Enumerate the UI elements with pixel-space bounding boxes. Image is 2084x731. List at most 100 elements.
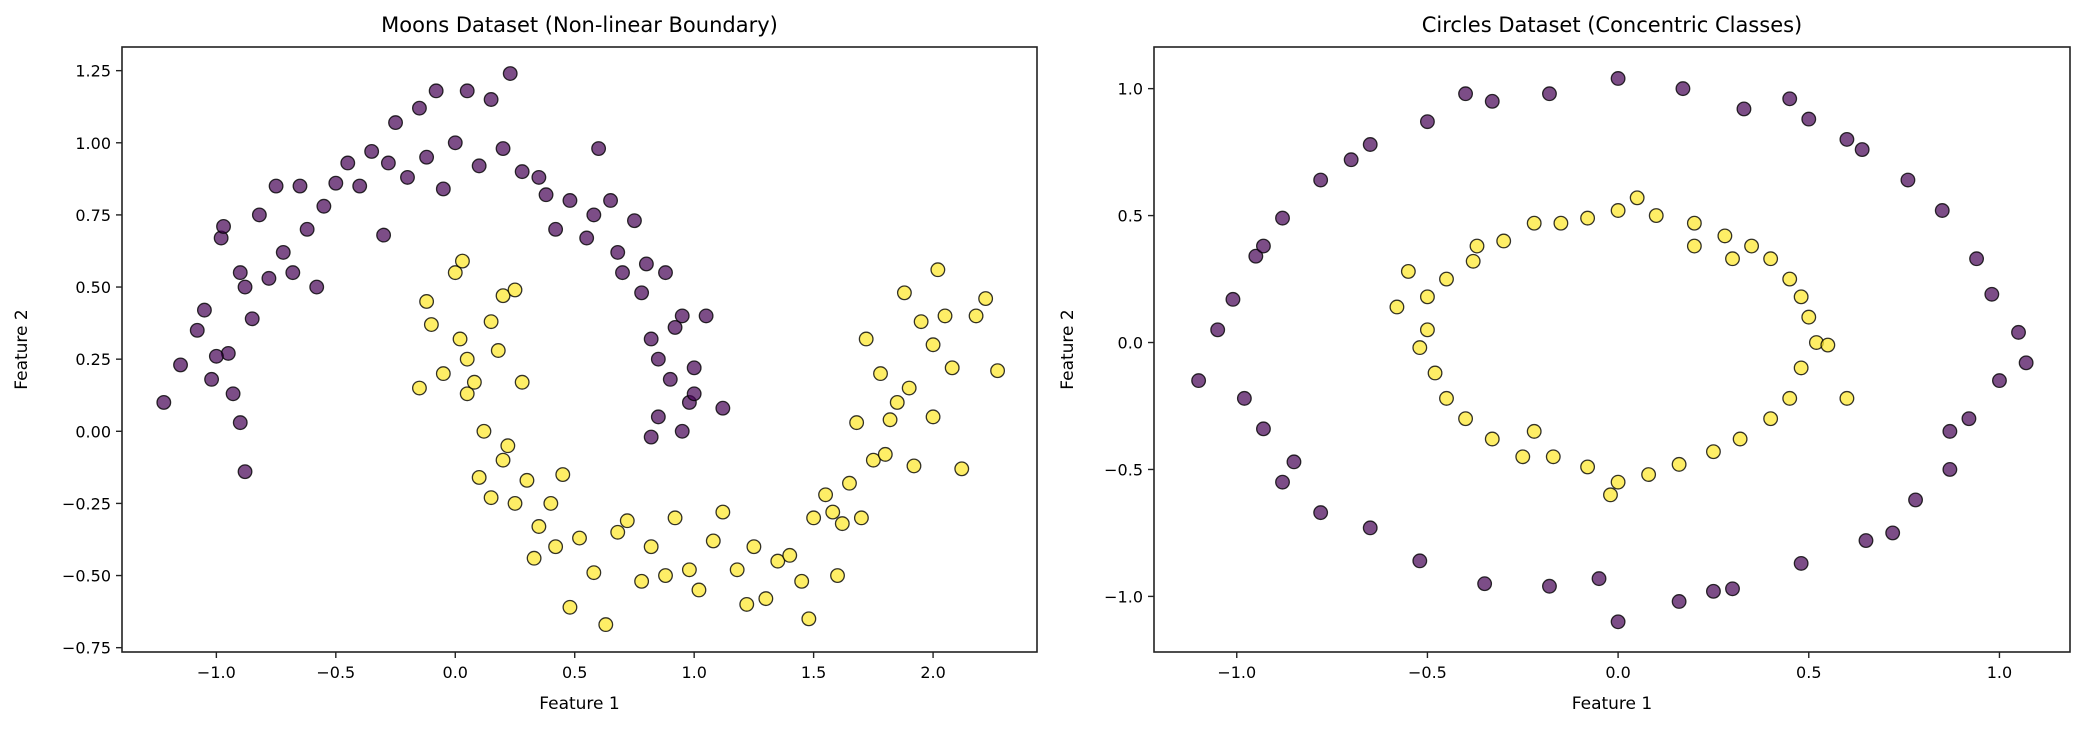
data-point <box>1610 614 1626 630</box>
data-point <box>1515 449 1531 465</box>
y-tick-label: −0.25 <box>62 494 111 513</box>
data-point <box>715 400 731 416</box>
data-point <box>454 253 470 269</box>
data-point <box>538 187 554 203</box>
data-point <box>1782 390 1798 406</box>
axes-frame <box>1153 46 2071 653</box>
data-point <box>906 458 922 474</box>
axes-frame <box>121 46 1038 653</box>
data-point <box>500 438 516 454</box>
series-1 <box>1389 190 1855 503</box>
data-point <box>428 83 444 99</box>
data-point <box>667 510 683 526</box>
data-point <box>698 308 714 324</box>
x-tick-label: 1.0 <box>681 663 706 682</box>
data-point <box>1400 263 1416 279</box>
x-tick-label: 1.5 <box>801 663 826 682</box>
data-point <box>1942 423 1958 439</box>
data-point <box>531 519 547 534</box>
data-point <box>849 415 865 431</box>
data-point <box>483 92 499 107</box>
data-point <box>1858 533 1874 548</box>
chart-title: Circles Dataset (Concentric Classes) <box>1422 13 1803 37</box>
data-point <box>978 291 994 307</box>
data-point <box>237 464 253 480</box>
data-point <box>495 141 511 157</box>
y-tick-label: −0.75 <box>62 639 111 658</box>
circles-chart: Circles Dataset (Concentric Classes) Fea… <box>1058 13 2071 714</box>
data-point <box>285 265 301 281</box>
data-point <box>435 181 451 197</box>
data-point <box>244 311 260 327</box>
data-point <box>1961 411 1977 427</box>
data-point <box>459 351 475 367</box>
x-tick-label: 1.0 <box>1987 663 2012 682</box>
data-point <box>1477 576 1493 592</box>
data-point <box>643 539 659 555</box>
data-point <box>1801 309 1817 325</box>
data-point <box>1362 520 1378 536</box>
data-point <box>1942 462 1958 477</box>
data-point <box>1885 525 1901 541</box>
data-point <box>954 461 970 477</box>
data-point <box>1191 373 1207 389</box>
data-point <box>466 374 482 390</box>
data-point <box>1641 467 1657 482</box>
data-point <box>818 487 834 503</box>
data-point <box>667 319 683 335</box>
data-point <box>292 178 308 194</box>
data-point <box>591 141 607 157</box>
data-point <box>1412 553 1428 569</box>
data-point <box>419 294 435 309</box>
data-point <box>1610 71 1626 86</box>
data-point <box>610 244 626 260</box>
data-point <box>232 415 248 431</box>
data-point <box>376 227 392 243</box>
data-point <box>686 360 702 376</box>
x-axis-label: Feature 1 <box>1572 694 1652 714</box>
data-point <box>1545 449 1561 465</box>
data-point <box>1419 114 1435 130</box>
data-point <box>603 193 619 208</box>
data-point <box>853 510 869 526</box>
data-point <box>990 363 1006 379</box>
data-point <box>1610 203 1626 218</box>
data-point <box>1439 271 1454 287</box>
data-point <box>638 256 654 272</box>
data-point <box>364 143 380 159</box>
data-point <box>801 611 817 627</box>
data-point <box>1286 454 1302 470</box>
data-point <box>299 221 315 237</box>
data-point <box>268 178 284 194</box>
data-point <box>626 213 642 229</box>
y-tick-label: −0.50 <box>62 567 111 586</box>
data-point <box>1484 93 1500 109</box>
data-point <box>794 573 810 589</box>
data-point <box>658 568 673 583</box>
data-point <box>1984 286 2000 302</box>
data-point <box>634 285 650 301</box>
y-tick-label: 0.00 <box>75 422 111 441</box>
data-point <box>650 409 666 425</box>
data-point <box>1854 142 1870 158</box>
data-point <box>1427 365 1443 381</box>
data-point <box>739 596 755 612</box>
y-tick-label: 1.00 <box>75 134 111 153</box>
data-point <box>650 351 666 367</box>
y-tick-label: 0.50 <box>75 278 111 297</box>
x-tick-label: −0.5 <box>1408 663 1447 682</box>
data-point <box>586 207 602 223</box>
data-point <box>1419 322 1435 338</box>
data-point <box>1900 172 1916 188</box>
chart-title: Moons Dataset (Non-linear Boundary) <box>381 13 778 37</box>
data-point <box>937 308 953 324</box>
data-point <box>495 288 511 304</box>
data-point <box>2011 324 2026 340</box>
data-point <box>1801 111 1817 127</box>
data-point <box>1248 248 1264 264</box>
x-tick-label: 0.5 <box>562 663 587 682</box>
data-point <box>925 337 941 353</box>
data-point <box>615 265 630 281</box>
x-tick-label: 0.5 <box>1796 663 1821 682</box>
